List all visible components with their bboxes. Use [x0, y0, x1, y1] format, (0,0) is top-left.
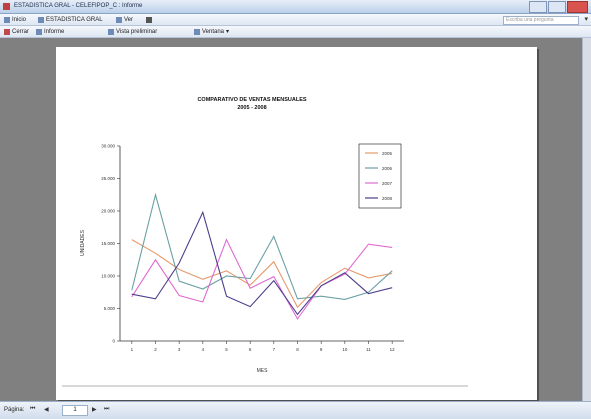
x-tick-label: 6: [249, 347, 252, 352]
x-tick-label: 5: [225, 347, 228, 352]
toolbar-view-button[interactable]: Ver: [116, 16, 133, 23]
toolbar-table-label: ESTADISTICA GRAL: [46, 16, 103, 23]
filter-icon: [146, 16, 152, 23]
x-tick-label: 4: [202, 347, 205, 352]
series-line-2006: [131, 192, 393, 300]
minimize-button[interactable]: [529, 1, 547, 13]
chart-legend: 2005 2006 2007 2008: [358, 143, 402, 209]
legend-label-2006: 2006: [382, 166, 393, 171]
y-tick-label: 0: [112, 339, 115, 344]
page-number-field[interactable]: 1: [62, 405, 88, 416]
chart-title: COMPARATIVO DE VENTAS MENSUALES: [197, 97, 306, 103]
report-page: COMPARATIVO DE VENTAS MENSUALES 2005 - 2…: [56, 47, 537, 400]
page-label: Página:: [4, 407, 25, 413]
previous-page-icon[interactable]: ◀: [44, 407, 49, 413]
legend-label-2007: 2007: [382, 181, 393, 186]
toolbar-preview-label: Vista preliminar: [116, 28, 158, 35]
toolbar-close-button[interactable]: Cerrar: [4, 28, 29, 35]
toolbar-close-label: Cerrar: [12, 28, 30, 35]
series-lines: [131, 192, 393, 320]
maximize-button[interactable]: [548, 1, 566, 13]
series-line-2007: [131, 238, 393, 320]
x-tick-label: 1: [131, 347, 134, 352]
close-window-button[interactable]: [567, 1, 588, 13]
legend-label-2008: 2008: [382, 196, 393, 201]
x-tick-label: 11: [366, 347, 371, 352]
toolbar-window-button[interactable]: Ventana ▾: [194, 28, 229, 35]
next-page-icon[interactable]: ▶: [92, 407, 97, 413]
close-icon: [4, 28, 10, 35]
x-tick-labels: 1 2 3 4 5 6 7 8 9 10 11 12: [131, 341, 396, 352]
y-tick-label: 20.000: [101, 209, 115, 214]
x-tick-label: 10: [342, 347, 348, 352]
toolbar-view-label: Ver: [124, 16, 134, 23]
x-tick-label: 8: [296, 347, 299, 352]
toolbar-report-label: Informe: [44, 28, 65, 35]
y-tick-label: 10.000: [101, 274, 115, 279]
table-icon: [38, 16, 44, 23]
toolbar-window-label: Ventana: [202, 28, 225, 35]
x-tick-label: 7: [273, 347, 276, 352]
x-tick-label: 2: [154, 347, 157, 352]
y-tick-labels: 0 5.000 10.000 15.000 20.000 25.000 30.000: [101, 144, 120, 344]
sales-line-chart: COMPARATIVO DE VENTAS MENSUALES 2005 - 2…: [62, 97, 468, 387]
chart-subtitle: 2005 - 2008: [237, 105, 266, 111]
help-arrow-icon[interactable]: ▾: [584, 16, 588, 23]
toolbar-report-button[interactable]: Informe: [36, 28, 64, 35]
help-search-input[interactable]: Escriba una pregunta: [503, 16, 579, 25]
series-line-2008: [131, 210, 393, 316]
toolbar-home-label: Inicio: [12, 16, 27, 23]
toolbar-filter-button[interactable]: [146, 16, 152, 23]
status-bar: Página: ⏮ ◀ 1 ▶ ⏭: [0, 401, 591, 419]
legend-label-2005: 2005: [382, 151, 393, 156]
home-icon: [4, 16, 10, 23]
y-tick-label: 25.000: [101, 176, 115, 181]
x-tick-label: 12: [390, 347, 396, 352]
y-tick-label: 30.000: [101, 144, 115, 149]
window-controls: [529, 1, 588, 13]
view-icon: [116, 16, 122, 23]
y-axis-label: UNIDADES: [80, 229, 86, 256]
access-app-icon: [3, 3, 10, 10]
x-tick-label: 9: [320, 347, 323, 352]
window-icon: [194, 28, 200, 35]
report-icon: [36, 28, 42, 35]
x-tick-label: 3: [178, 347, 181, 352]
vertical-scrollbar[interactable]: [582, 38, 591, 401]
x-axis-label: MES: [257, 368, 269, 374]
toolbar-home-button[interactable]: Inicio: [4, 16, 26, 23]
toolbar-preview-button[interactable]: Vista preliminar: [108, 28, 157, 35]
first-page-icon[interactable]: ⏮: [30, 406, 36, 412]
y-tick-label: 5.000: [104, 306, 116, 311]
last-page-icon[interactable]: ⏭: [104, 406, 110, 412]
chevron-down-icon: ▾: [226, 29, 230, 35]
toolbar-table-button[interactable]: ESTADISTICA GRAL: [38, 16, 103, 23]
legend-box: [358, 143, 402, 209]
window-title: ESTADISTICA GRAL - CELEFIPOP_C : Informe: [14, 3, 143, 9]
preview-icon: [108, 28, 114, 35]
toolbar-print-preview: Cerrar Informe Vista preliminar Ventana …: [0, 26, 591, 38]
y-tick-label: 15.000: [101, 241, 115, 246]
toolbar-main: Inicio ESTADISTICA GRAL Ver Escriba una …: [0, 14, 591, 26]
title-bar: ESTADISTICA GRAL - CELEFIPOP_C : Informe: [0, 0, 591, 14]
